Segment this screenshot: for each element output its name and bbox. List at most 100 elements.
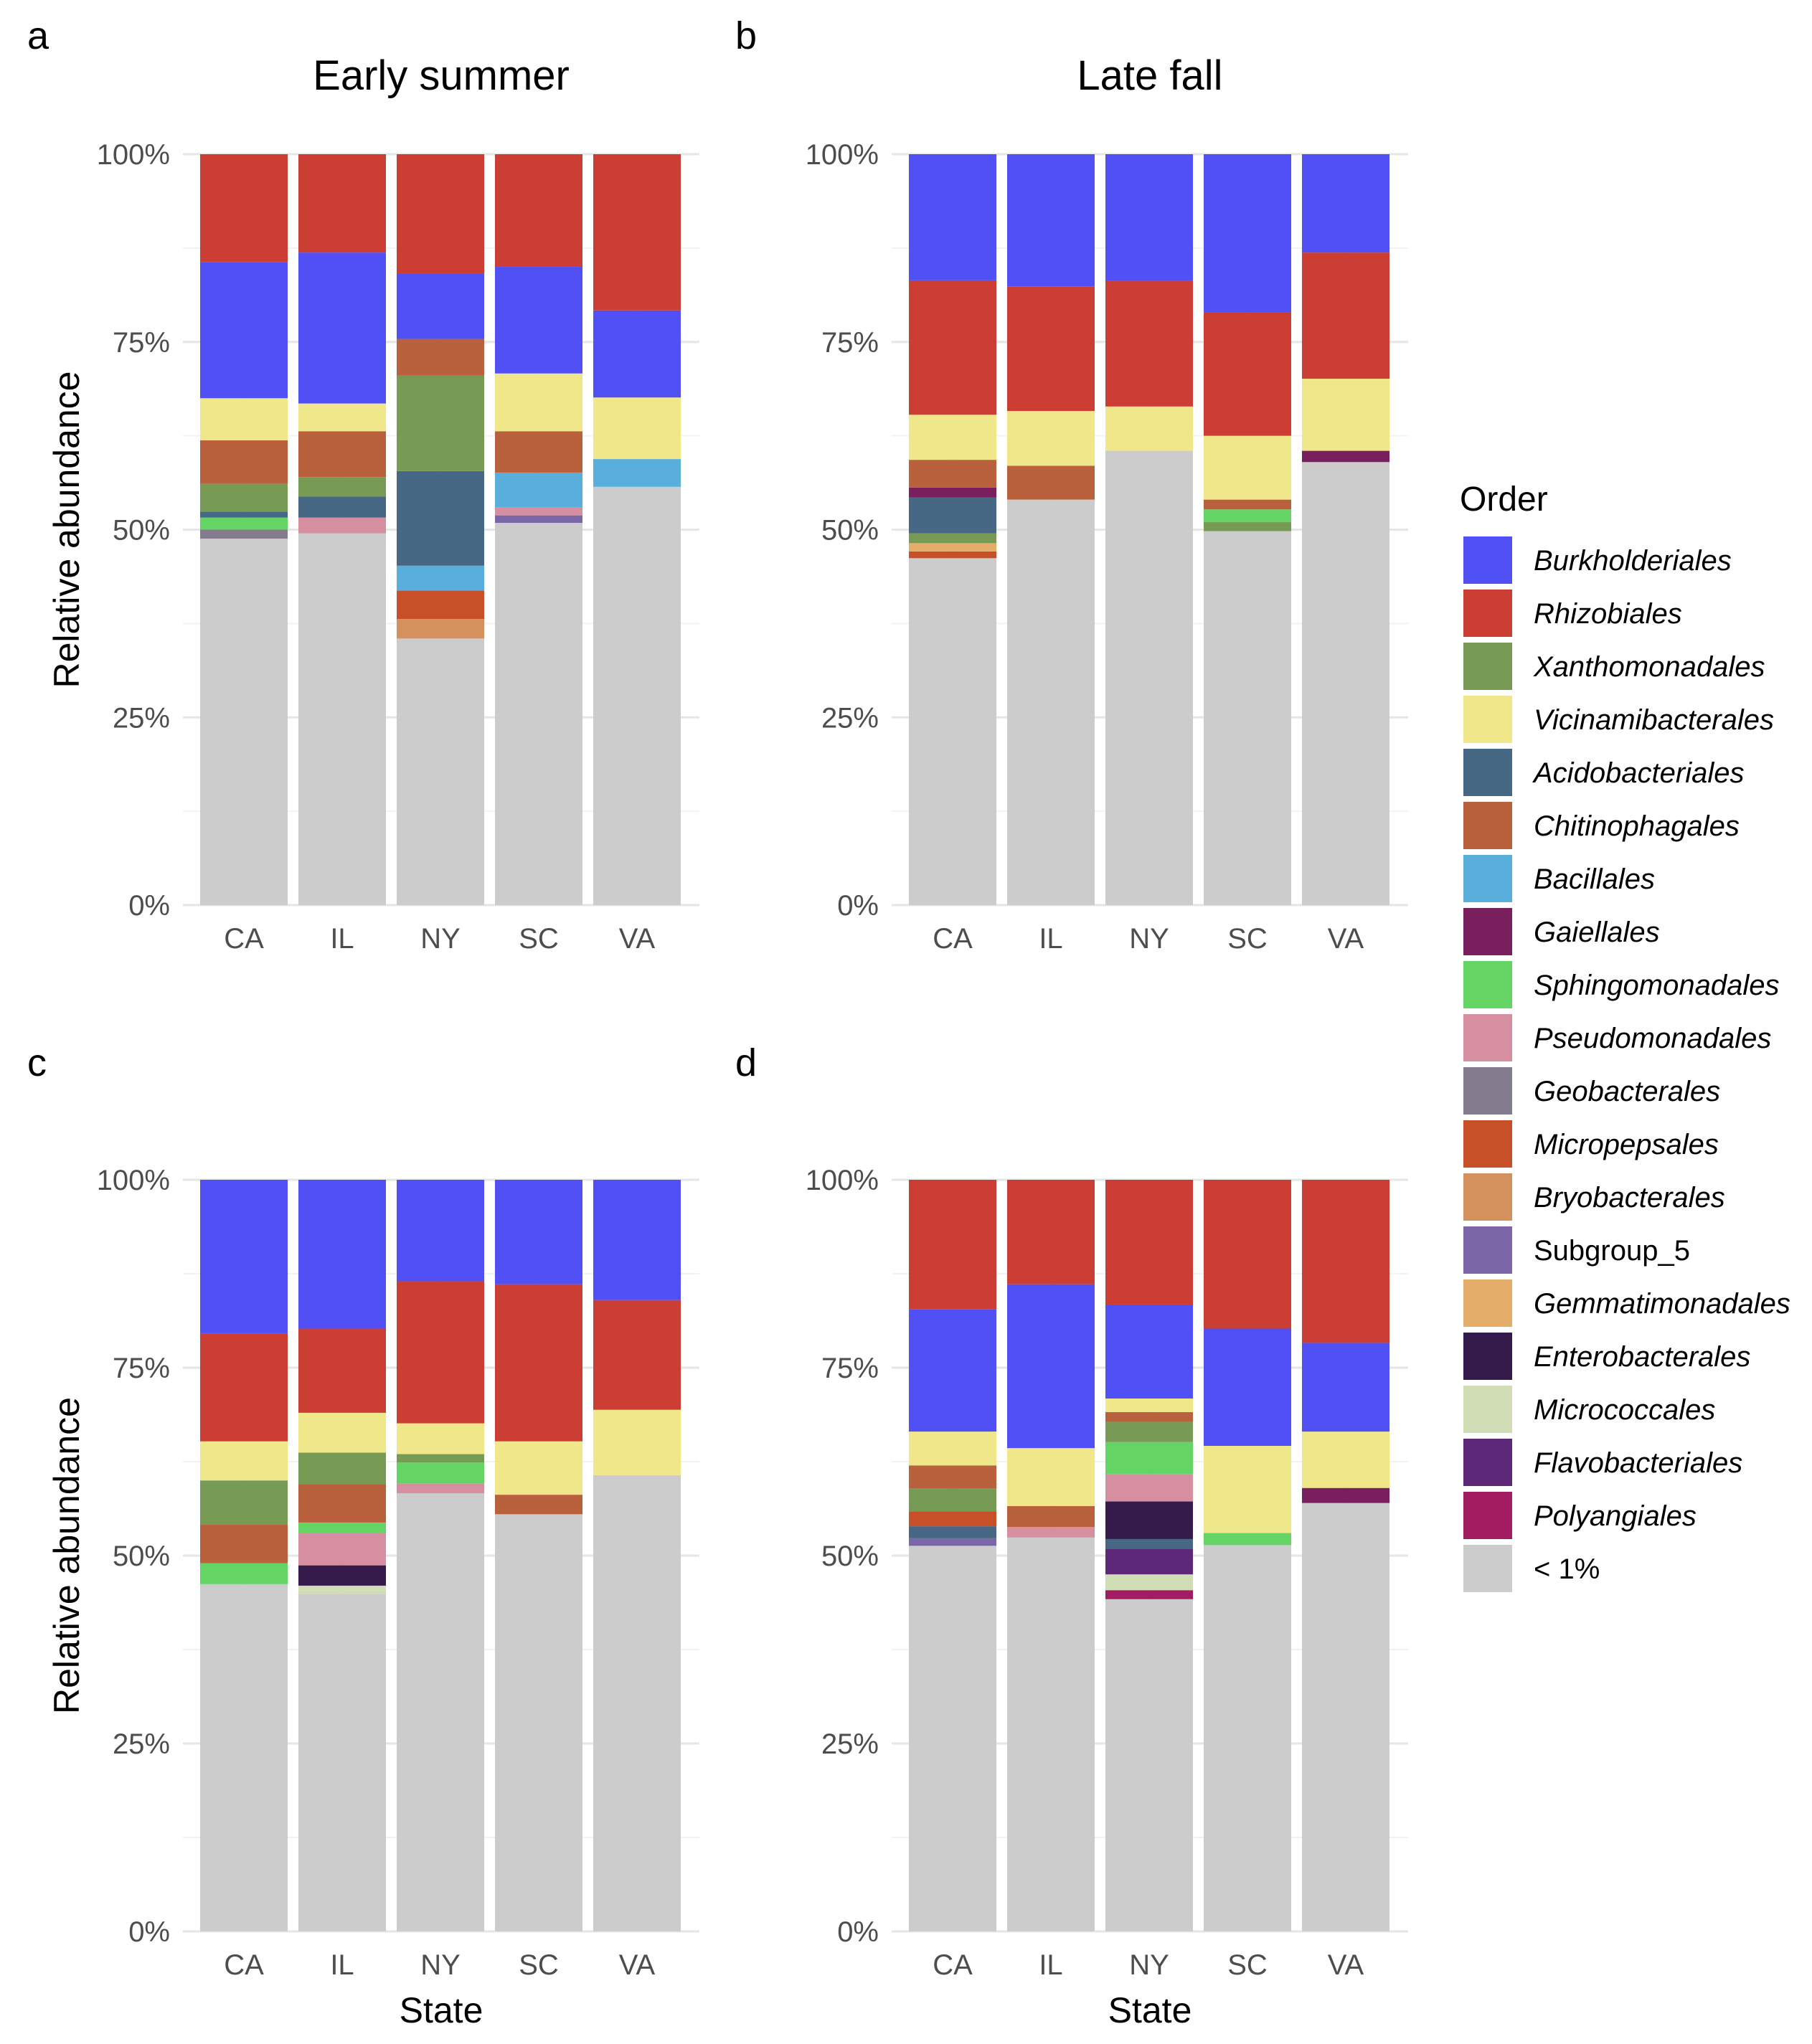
- bar-segment-sphingomonadales: [1204, 509, 1291, 523]
- bar-segment-chitinophagales: [397, 339, 484, 376]
- bar-segment-burkholderiales: [1204, 154, 1291, 313]
- legend-label: Vicinamibacterales: [1534, 704, 1774, 736]
- legend-label: Xanthomonadales: [1533, 651, 1765, 683]
- x-tick-label: CA: [224, 923, 264, 955]
- x-tick-label: IL: [1039, 923, 1062, 955]
- legend-swatch: [1463, 1014, 1512, 1061]
- bar-segment-acidobacteriales: [298, 496, 386, 518]
- bar-va: [1302, 1180, 1389, 1931]
- bar-segment-burkholderiales: [1007, 154, 1095, 287]
- bar-segment-acidobacteriales: [397, 470, 484, 566]
- y-tick-label: 25%: [113, 1728, 170, 1760]
- y-tick-label: 0%: [837, 890, 879, 922]
- bar-segment-flavobacteriales: [1105, 1548, 1193, 1575]
- bar-sc: [1204, 1180, 1291, 1931]
- bar-segment-1: [593, 486, 681, 905]
- bar-segment-xanthomonadales: [909, 533, 996, 544]
- y-tick-label: 75%: [821, 1353, 879, 1384]
- legend-swatch: [1463, 590, 1512, 637]
- bar-va: [593, 154, 681, 905]
- bar-segment-xanthomonadales: [1204, 522, 1291, 531]
- x-tick-label: VA: [619, 1949, 656, 1981]
- bar-segment-rhizobiales: [298, 1328, 386, 1413]
- y-tick-label: 50%: [821, 515, 879, 547]
- x-tick-label: SC: [1227, 923, 1268, 955]
- bar-segment-chitinophagales: [298, 1484, 386, 1523]
- legend-label: Bacillales: [1534, 864, 1655, 895]
- bar-segment-pseudomonadales: [397, 1483, 484, 1494]
- bar-segment-geobacterales: [200, 529, 288, 539]
- legend-item-micrococcales: Micrococcales: [1463, 1386, 1715, 1433]
- panel-a: a Early summer 0% 25% 50% 75% 100% Relative abu…: [27, 14, 699, 955]
- bar-segment-vicinamibacterales: [1302, 379, 1389, 451]
- y-tick-label: 50%: [113, 1541, 170, 1572]
- bar-ny: [1105, 154, 1193, 905]
- bar-segment-burkholderiales: [909, 154, 996, 280]
- bar-segment-1: [1204, 531, 1291, 905]
- panel-d: d 0% 25% 50% 75% 100% CA IL NY SC VA State: [735, 1041, 1408, 2030]
- legend-swatch: [1463, 802, 1512, 849]
- bar-segment-sphingomonadales: [200, 1563, 288, 1584]
- bar-segment-pseudomonadales: [1105, 1474, 1193, 1502]
- x-tick-label: SC: [1227, 1949, 1268, 1981]
- y-tick-label: 100%: [97, 1165, 170, 1196]
- bar-segment-chitinophagales: [1007, 465, 1095, 500]
- bar-ny: [397, 154, 484, 905]
- bar-segment-vicinamibacterales: [397, 1423, 484, 1454]
- bar-segment-1: [298, 1594, 386, 1931]
- bar-segment-1: [495, 523, 582, 905]
- legend-swatch: [1463, 1120, 1512, 1168]
- legend-swatch: [1463, 643, 1512, 690]
- bar-segment-vicinamibacterales: [1007, 411, 1095, 466]
- legend-label: Chitinophagales: [1534, 810, 1740, 842]
- bar-segment-xanthomonadales: [298, 1452, 386, 1485]
- legend-swatch: [1463, 749, 1512, 796]
- bar-segment-xanthomonadales: [397, 375, 484, 471]
- legend-item-geobacterales: Geobacterales: [1463, 1067, 1720, 1115]
- bar-segment-burkholderiales: [593, 310, 681, 398]
- bar-segment-vicinamibacterales: [495, 1441, 582, 1495]
- bar-segment-rhizobiales: [593, 1300, 681, 1410]
- bar-il: [298, 1180, 386, 1931]
- bar-segment-acidobacteriales: [909, 1526, 996, 1538]
- y-axis-title: Relative abundance: [47, 372, 87, 689]
- bar-segment-rhizobiales: [909, 280, 996, 415]
- bar-segment-vicinamibacterales: [200, 1441, 288, 1481]
- bar-segment-rhizobiales: [1302, 252, 1389, 379]
- legend-swatch: [1463, 908, 1512, 955]
- legend-item-rhizobiales: Rhizobiales: [1463, 590, 1682, 637]
- y-tick-label: 0%: [128, 1916, 170, 1948]
- bar-segment-sphingomonadales: [1105, 1442, 1193, 1475]
- legend-label: Gaiellales: [1534, 917, 1660, 948]
- bar-segment-rhizobiales: [1105, 280, 1193, 407]
- bar-segment-acidobacteriales: [1105, 1538, 1193, 1549]
- bar-segment-gemmatimonadales: [909, 543, 996, 552]
- legend-swatch: [1463, 1439, 1512, 1486]
- bar-segment-burkholderiales: [1007, 1284, 1095, 1449]
- bar-segment-gaiellales: [1302, 450, 1389, 463]
- legend-item-acidobacteriales: Acidobacteriales: [1463, 749, 1745, 796]
- y-tick-label: 0%: [128, 890, 170, 922]
- y-tick-label: 75%: [113, 327, 170, 359]
- bar-segment-vicinamibacterales: [593, 397, 681, 460]
- bar-segment-burkholderiales: [200, 1180, 288, 1334]
- bar-segment-rhizobiales: [1302, 1180, 1389, 1343]
- legend-label: Micropepsales: [1534, 1129, 1719, 1160]
- bar-segment-1: [397, 638, 484, 905]
- x-tick-label: VA: [1328, 1949, 1364, 1981]
- legend-label: Bryobacterales: [1534, 1182, 1725, 1213]
- bar-segment-chitinophagales: [1007, 1505, 1095, 1528]
- bar-segment-sphingomonadales: [397, 1462, 484, 1484]
- legend-swatch: [1463, 1067, 1512, 1115]
- bar-segment-vicinamibacterales: [298, 403, 386, 432]
- legend-label: Flavobacteriales: [1534, 1447, 1742, 1479]
- legend-item-1: < 1%: [1463, 1545, 1600, 1592]
- y-tick-label: 75%: [821, 327, 879, 359]
- legend-swatch: [1463, 1333, 1512, 1380]
- bar-ny: [1105, 1180, 1193, 1931]
- x-tick-label: IL: [330, 1949, 354, 1981]
- legend-swatch: [1463, 855, 1512, 902]
- legend-item-burkholderiales: Burkholderiales: [1463, 536, 1732, 584]
- bar-segment-acidobacteriales: [200, 511, 288, 518]
- bar-segment-xanthomonadales: [397, 1454, 484, 1463]
